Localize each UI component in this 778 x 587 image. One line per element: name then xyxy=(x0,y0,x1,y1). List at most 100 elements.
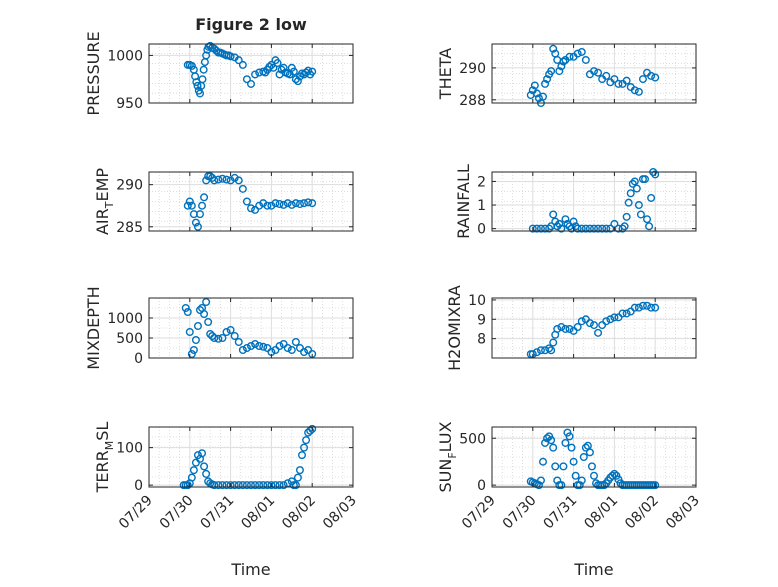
data-point xyxy=(291,481,300,490)
axes-box xyxy=(148,171,354,232)
data-point xyxy=(183,308,192,317)
y-tick-label: 285 xyxy=(116,220,143,236)
data-point xyxy=(545,224,554,233)
data-point xyxy=(291,338,300,347)
data-point xyxy=(618,224,627,233)
data-point xyxy=(230,481,239,490)
data-point xyxy=(634,303,643,312)
data-point xyxy=(573,224,582,233)
data-point xyxy=(238,481,247,490)
data-point xyxy=(279,340,288,349)
data-point xyxy=(559,462,568,471)
data-point xyxy=(189,346,198,355)
data-point xyxy=(195,89,204,98)
data-point xyxy=(557,224,566,233)
data-point xyxy=(230,173,239,182)
data-point xyxy=(606,224,615,233)
data-point xyxy=(193,81,202,90)
data-point xyxy=(602,317,611,326)
data-point xyxy=(559,57,568,66)
data-point xyxy=(251,340,260,349)
data-point xyxy=(620,222,629,231)
data-point xyxy=(204,318,213,327)
y-tick-label: 500 xyxy=(116,331,143,347)
data-point xyxy=(263,344,272,353)
data-point xyxy=(647,303,656,312)
data-point xyxy=(255,481,264,490)
data-point xyxy=(622,76,631,85)
data-point xyxy=(543,75,552,84)
data-point xyxy=(304,198,313,207)
data-point xyxy=(557,62,566,71)
data-point xyxy=(632,184,641,193)
data-point xyxy=(539,457,548,466)
data-point xyxy=(532,89,541,98)
data-point xyxy=(567,443,576,452)
data-point xyxy=(191,218,200,227)
data-point xyxy=(561,438,570,447)
data-point xyxy=(200,462,209,471)
data-point xyxy=(210,176,219,185)
data-point xyxy=(210,481,219,490)
data-point xyxy=(206,330,215,339)
data-point xyxy=(238,60,247,69)
data-point xyxy=(561,324,570,333)
data-point xyxy=(606,315,615,324)
data-point xyxy=(246,342,255,351)
data-point xyxy=(555,67,564,76)
y-tick-label: 100 xyxy=(116,441,143,457)
data-point xyxy=(557,323,566,332)
data-point xyxy=(275,200,284,209)
data-point xyxy=(298,451,307,460)
data-point xyxy=(630,303,639,312)
data-point xyxy=(536,346,545,355)
data-point xyxy=(300,348,309,357)
data-point xyxy=(565,432,574,441)
y-axis-label: THETA xyxy=(436,48,455,100)
data-point xyxy=(300,199,309,208)
data-point xyxy=(279,481,288,490)
data-point xyxy=(251,205,260,214)
data-point xyxy=(302,436,311,445)
data-point xyxy=(275,342,284,351)
data-point xyxy=(255,342,264,351)
y-tick-label: 950 xyxy=(116,96,143,112)
data-point xyxy=(561,215,570,224)
data-point xyxy=(214,481,223,490)
data-point xyxy=(222,175,231,184)
y-tick-label: 1000 xyxy=(107,311,143,327)
axes-box xyxy=(491,297,697,359)
data-point xyxy=(279,200,288,209)
y-axis-label: TERRMSL xyxy=(93,422,116,494)
data-point xyxy=(641,175,650,184)
data-point xyxy=(193,222,202,231)
x-axis-label-right: Time xyxy=(573,560,613,579)
figure-title: Figure 2 low xyxy=(195,15,307,34)
data-point xyxy=(585,319,594,328)
y-tick-label: 1000 xyxy=(107,48,143,64)
data-point xyxy=(251,481,260,490)
data-point xyxy=(234,56,243,65)
data-point xyxy=(183,201,192,210)
data-point xyxy=(304,346,313,355)
y-tick-label: 1 xyxy=(477,198,486,214)
data-point xyxy=(530,81,539,90)
y-axis-label: SUNFLUX xyxy=(436,421,459,492)
data-point xyxy=(218,481,227,490)
data-point xyxy=(195,210,204,219)
data-point xyxy=(581,443,590,452)
data-point xyxy=(579,453,588,462)
data-point xyxy=(587,462,596,471)
data-point xyxy=(291,199,300,208)
data-point xyxy=(265,62,274,71)
data-point xyxy=(547,67,556,76)
data-point xyxy=(214,175,223,184)
data-point xyxy=(242,344,251,353)
data-point xyxy=(295,466,304,475)
data-point xyxy=(534,481,543,490)
data-point xyxy=(199,65,208,74)
data-point xyxy=(577,47,586,56)
